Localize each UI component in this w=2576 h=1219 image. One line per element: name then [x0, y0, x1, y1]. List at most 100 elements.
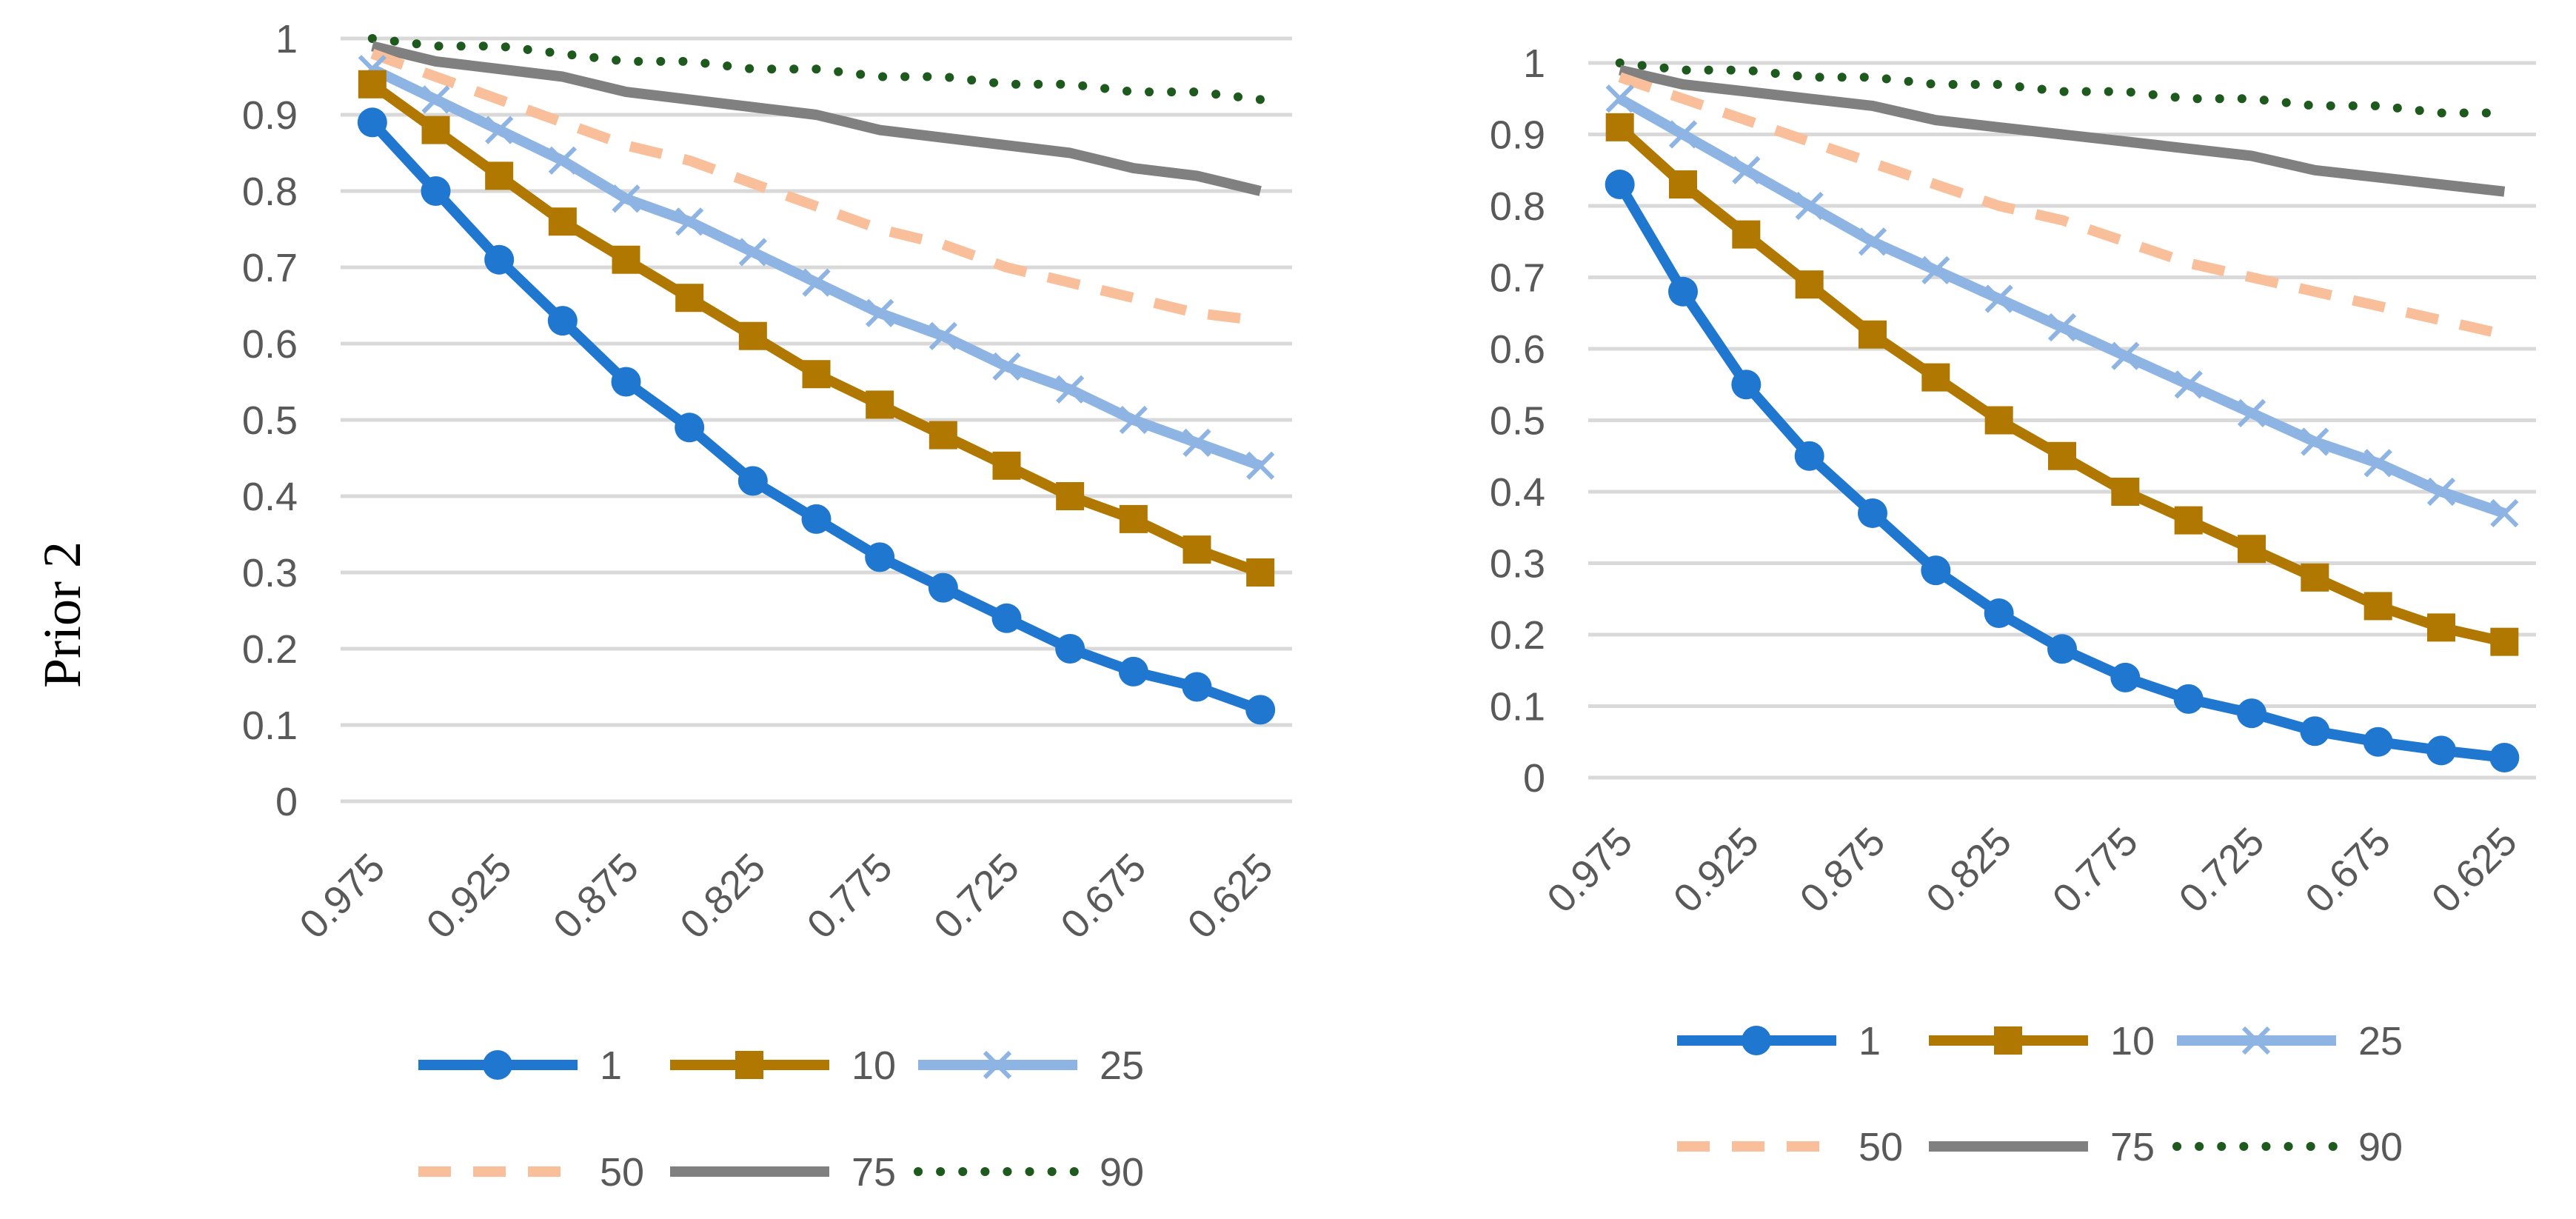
y-tick-label: 0.1 — [242, 704, 298, 748]
data-point — [611, 367, 641, 397]
legend-marker-25 — [2241, 1026, 2271, 1055]
y-tick-label: 0.9 — [242, 93, 298, 138]
data-point — [2237, 398, 2266, 427]
series-line-75 — [371, 41, 1262, 196]
legend-marker-10 — [735, 1051, 763, 1079]
data-point — [1246, 558, 1275, 587]
data-point — [1984, 406, 2013, 435]
data-point — [866, 390, 894, 419]
data-point — [2111, 478, 2140, 506]
data-point — [1794, 441, 1824, 471]
legend-label-25: 25 — [2358, 1019, 2403, 1063]
x-tick-label: 0.825 — [672, 845, 774, 947]
data-point — [929, 421, 957, 450]
data-point — [2110, 662, 2141, 692]
legend: 1 10 25 50 75 90 — [1677, 1019, 2403, 1169]
x-tick-label: 0.625 — [2423, 819, 2526, 921]
series-line-90 — [1615, 59, 2509, 118]
data-point — [2048, 441, 2076, 470]
y-tick-label: 0.1 — [1490, 685, 1545, 729]
legend-label-1: 1 — [600, 1043, 622, 1088]
legend: 1 10 25 50 75 90 — [418, 1043, 1144, 1195]
x-tick-label: 0.675 — [2297, 819, 2399, 921]
data-point — [1921, 555, 1951, 586]
y-tick-label: 0.9 — [1490, 113, 1545, 158]
data-point — [1182, 428, 1211, 458]
legend-item-90: 90 — [914, 1150, 1144, 1195]
x-tick-label: 0.975 — [291, 845, 393, 947]
y-tick-label: 0.2 — [242, 627, 298, 672]
series-1 — [357, 107, 1276, 725]
data-point — [1731, 370, 1762, 400]
y-tick-label: 0.7 — [242, 246, 298, 290]
legend-item-50: 50 — [418, 1150, 644, 1195]
data-point — [675, 284, 704, 313]
data-point — [1984, 598, 2014, 629]
legend-item-1: 1 — [1677, 1019, 1881, 1063]
data-point — [802, 360, 831, 389]
data-point — [866, 298, 894, 327]
data-point — [2490, 498, 2519, 528]
x-tick-label: 0.775 — [2044, 819, 2147, 921]
data-point — [1182, 672, 1212, 702]
data-point — [421, 176, 451, 206]
legend-label-90: 90 — [2358, 1125, 2403, 1169]
legend-label-50: 50 — [1859, 1125, 1903, 1169]
y-tick-label: 0.4 — [242, 475, 298, 519]
legend-label-75: 75 — [2110, 1125, 2155, 1169]
y-tick-label: 0.5 — [1490, 399, 1545, 444]
data-point — [2489, 742, 2520, 772]
x-tick-label: 0.875 — [1792, 819, 1894, 921]
series-line-10 — [369, 80, 1262, 578]
data-point — [2237, 698, 2266, 729]
data-point — [421, 85, 450, 114]
data-point — [2363, 727, 2393, 757]
series-10 — [1605, 113, 2519, 656]
data-point — [929, 321, 957, 350]
x-tick-label: 0.875 — [545, 845, 647, 947]
legend-label-25: 25 — [1100, 1043, 1144, 1088]
series-line-50 — [370, 49, 1262, 327]
data-point — [612, 245, 640, 274]
series-75 — [1619, 64, 2506, 197]
legend-item-50: 50 — [1677, 1125, 1903, 1169]
data-point — [1795, 270, 1824, 299]
chart-right: 00.10.20.30.40.50.60.70.80.910.975 0.925 0… — [1490, 41, 2536, 1169]
legend-item-10: 10 — [670, 1043, 896, 1088]
data-point — [1605, 84, 1634, 113]
data-point — [2363, 449, 2392, 478]
data-point — [2490, 627, 2519, 656]
data-point — [2238, 535, 2266, 564]
data-point — [928, 572, 958, 603]
data-point — [1858, 498, 1887, 528]
data-point — [801, 504, 832, 534]
series-25 — [1605, 84, 2519, 528]
data-point — [1921, 363, 1950, 392]
data-point — [1669, 170, 1697, 199]
y-tick-label: 1 — [1523, 41, 1545, 86]
data-point — [485, 161, 514, 190]
legend-label-90: 90 — [1100, 1150, 1144, 1195]
data-point — [2427, 613, 2455, 642]
y-tick-label: 0.2 — [1490, 613, 1545, 658]
data-point — [1732, 156, 1761, 184]
legend-marker-1 — [483, 1050, 512, 1080]
data-point — [992, 451, 1021, 480]
x-tick-label: 0.925 — [1665, 819, 1767, 921]
legend-marker-10 — [1994, 1026, 2022, 1055]
legend-label-10: 10 — [852, 1043, 896, 1088]
data-point — [675, 207, 704, 236]
y-tick-label: 0.8 — [1490, 184, 1545, 229]
chart-left: 00.10.20.30.40.50.60.70.80.910.975 0.925 0… — [242, 17, 1292, 1195]
x-tick-label: 0.725 — [2171, 819, 2273, 921]
data-point — [1732, 220, 1761, 249]
data-point — [1119, 405, 1148, 435]
row-label: Prior 2 — [33, 541, 92, 688]
data-point — [1182, 535, 1211, 564]
data-point — [675, 413, 705, 443]
legend-marker-1 — [1742, 1026, 1771, 1055]
data-point — [548, 146, 577, 175]
y-tick-label: 0.8 — [242, 170, 298, 214]
legend-label-75: 75 — [852, 1150, 896, 1195]
